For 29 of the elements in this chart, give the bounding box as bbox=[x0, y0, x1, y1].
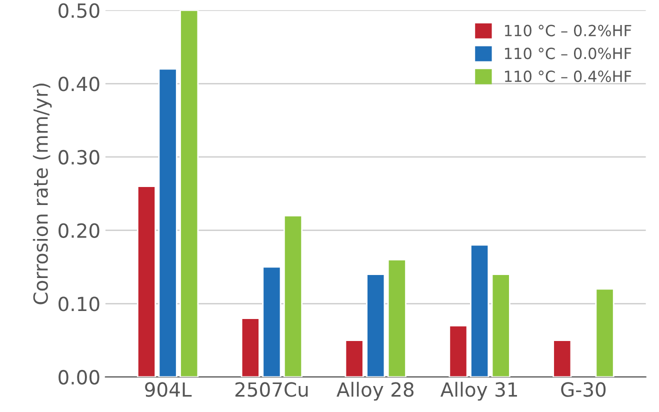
bar bbox=[595, 288, 614, 377]
bar bbox=[240, 318, 260, 377]
legend-label: 110 °C – 0.4%HF bbox=[504, 70, 632, 82]
y-tick-label: 0.50 bbox=[58, 3, 100, 18]
y-axis-title: Corrosion rate (mm/yr) bbox=[32, 84, 52, 304]
x-tick-label: 904L bbox=[145, 382, 192, 397]
legend-label: 110 °C – 0.2%HF bbox=[504, 24, 632, 36]
bar bbox=[366, 274, 386, 377]
x-tick-label: Alloy 31 bbox=[440, 382, 517, 401]
bar bbox=[136, 186, 156, 377]
y-tick-label: 0.30 bbox=[58, 150, 100, 165]
bar bbox=[283, 214, 303, 377]
bar bbox=[180, 10, 199, 377]
bar bbox=[158, 68, 178, 377]
legend-label: 110 °C – 0.0%HF bbox=[504, 48, 632, 60]
bar bbox=[344, 340, 364, 377]
y-tick-label: 0.20 bbox=[58, 223, 100, 238]
y-tick-label: 0.40 bbox=[58, 76, 100, 92]
bar bbox=[491, 274, 510, 377]
bar bbox=[552, 340, 572, 377]
x-tick-label: Alloy 28 bbox=[336, 382, 414, 401]
bar bbox=[448, 324, 468, 377]
y-tick-label: 0.00 bbox=[58, 370, 100, 385]
x-tick-label: 2507Cu bbox=[235, 382, 308, 397]
x-tick-label: G-30 bbox=[561, 382, 606, 397]
bar bbox=[470, 244, 490, 377]
bar bbox=[262, 266, 282, 377]
y-tick-label: 0.10 bbox=[58, 296, 100, 312]
bar bbox=[387, 258, 406, 377]
